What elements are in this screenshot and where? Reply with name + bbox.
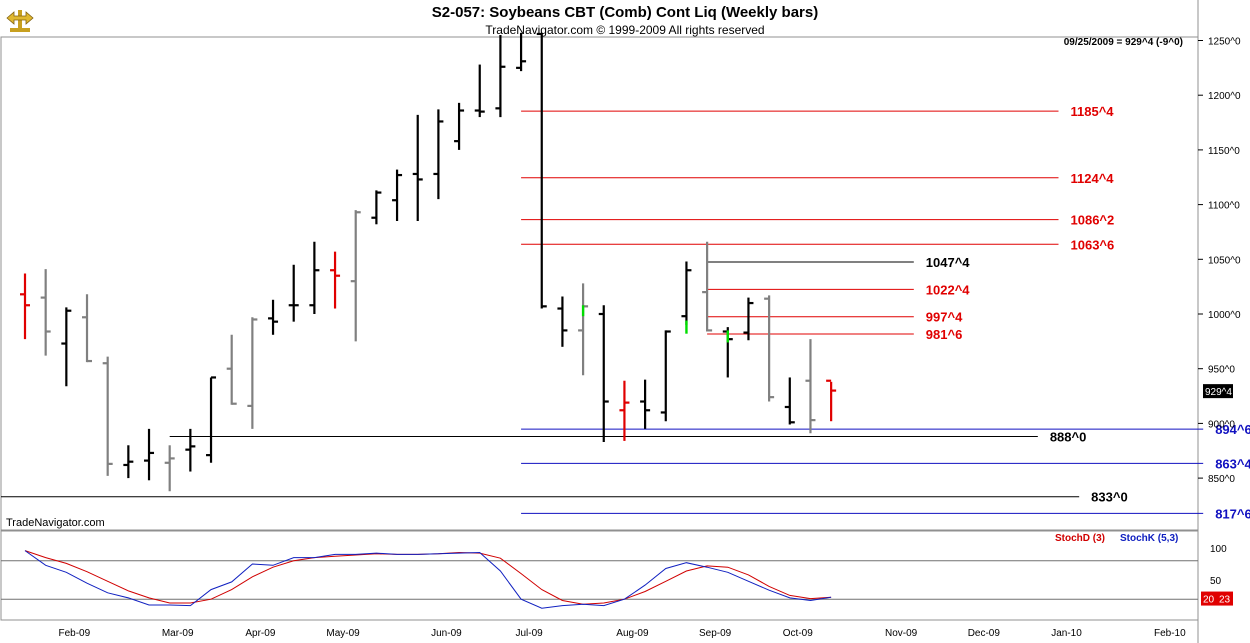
ohlc-bar [826,379,837,422]
ohlc-bar [516,32,527,72]
level-label: 833^0 [1091,490,1128,505]
level-label: 1086^2 [1071,213,1115,228]
bar-layer [20,32,837,492]
x-axis-month-label: Nov-09 [885,628,918,639]
ohlc-bar [61,307,72,387]
ohlc-bar [123,445,134,479]
ohlc-bar [412,114,423,222]
level-label: 888^0 [1050,430,1087,445]
level-label: 863^4 [1215,456,1250,471]
level-label: 981^6 [926,327,963,342]
price-tick-label: 950^0 [1208,365,1235,376]
ohlc-bar [536,32,547,309]
stochd-last-value: 20 [1203,595,1215,606]
level-label: 997^4 [926,310,963,325]
stoch-tick-label: 100 [1210,544,1227,555]
ohlc-bar [433,109,444,200]
level-label: 894^6 [1215,422,1250,437]
ohlc-bar [185,428,196,472]
x-axis-month-label: Feb-09 [58,628,90,639]
stochk-line [24,550,832,609]
ohlc-bar [330,251,341,309]
ohlc-bar [764,295,775,402]
ohlc-bar [40,269,51,356]
ohlc-bar [247,317,258,429]
last-price-info: 09/25/2009 = 929^4 (-9^0) [1063,37,1183,48]
stoch-layer: 100 50 20 23 [1,544,1233,609]
stochk-last-value: 23 [1219,595,1231,606]
stochk-last-marker [1217,591,1233,606]
price-tick-label: 1150^0 [1208,146,1240,157]
ohlc-bar [164,445,175,492]
ohlc-bar [702,241,713,332]
ohlc-bar [743,297,754,341]
ohlc-bar [681,261,692,325]
price-tick-label: 1200^0 [1208,91,1241,102]
ohlc-bar [268,299,279,335]
current-price-marker [1203,384,1233,399]
chart-subtitle: TradeNavigator.com © 1999-2009 All right… [485,23,765,37]
stochd-line [24,550,832,605]
current-price-label: 929^4 [1205,387,1232,398]
stoch-pane-frame [0,530,1199,621]
x-axis-month-label: Jul-09 [515,628,543,639]
x-axis-month-label: Jun-09 [431,628,462,639]
ohlc-bar [640,379,651,429]
ohlc-bar [474,64,485,118]
price-tick-label: 900^0 [1208,419,1235,430]
trade-navigator-logo-icon [6,10,34,32]
ohlc-bar [20,273,30,340]
ohlc-bar [619,380,630,441]
x-axis-month-label: Sep-09 [699,628,732,639]
ohlc-bar [805,339,816,434]
ohlc-bar [454,102,465,150]
stochd-last-marker [1201,591,1217,606]
watermark-label: TradeNavigator.com [6,517,105,529]
ohlc-bar [82,294,93,363]
level-label: 1185^4 [1071,104,1115,119]
ohlc-bar [144,428,155,481]
x-axis-month-label: Apr-09 [245,628,275,639]
x-axis-month-label: Mar-09 [162,628,194,639]
ohlc-bar [598,305,609,442]
ohlc-bar [371,190,382,225]
level-label: 1124^4 [1071,171,1115,186]
x-axis-month-label: Dec-09 [968,628,1001,639]
price-tick-label: 1050^0 [1208,255,1241,266]
ohlc-bar [102,356,113,476]
price-tick-label: 1100^0 [1208,201,1240,212]
ohlc-bar [557,296,568,347]
ohlc-bar [392,169,403,222]
ohlc-bar [350,210,361,342]
ohlc-bar [226,334,237,405]
level-label: 1047^4 [926,255,971,270]
ohlc-bar [660,330,671,422]
axis-layer: 850^0 900^0 950^0 1000^0 1050^0 1100^0 1150^0 1… [58,37,1240,640]
level-label: 1063^6 [1071,237,1115,252]
x-axis-month-label: Jan-10 [1051,628,1082,639]
level-label: 817^6 [1215,506,1250,521]
x-axis-month-label: Aug-09 [616,628,649,639]
level-label: 1022^4 [926,282,971,297]
price-tick-label: 850^0 [1208,474,1235,485]
level-layer: 1185^4 1124^4 1086^2 1063^6 1047^4 1022^4 997^… [1,104,1250,521]
ohlc-bar [206,376,217,463]
stochk-legend-label: StochK (5,3) [1120,533,1179,544]
ohlc-bar [309,241,320,314]
ohlc-bar [288,264,299,322]
ohlc-bar [784,377,795,425]
stochd-legend-label: StochD (3) [1055,533,1105,544]
price-tick-label: 1250^0 [1208,37,1241,48]
grid-layer [0,0,1199,643]
x-axis-month-label: Oct-09 [783,628,813,639]
x-axis-month-label: May-09 [326,628,360,639]
x-axis-month-label: Feb-10 [1154,628,1186,639]
ohlc-bar [578,283,589,376]
stoch-tick-label: 50 [1210,576,1222,587]
price-tick-label: 1000^0 [1208,310,1241,321]
chart-title: S2-057: Soybeans CBT (Comb) Cont Liq (We… [431,4,819,21]
ohlc-bar [495,35,506,118]
